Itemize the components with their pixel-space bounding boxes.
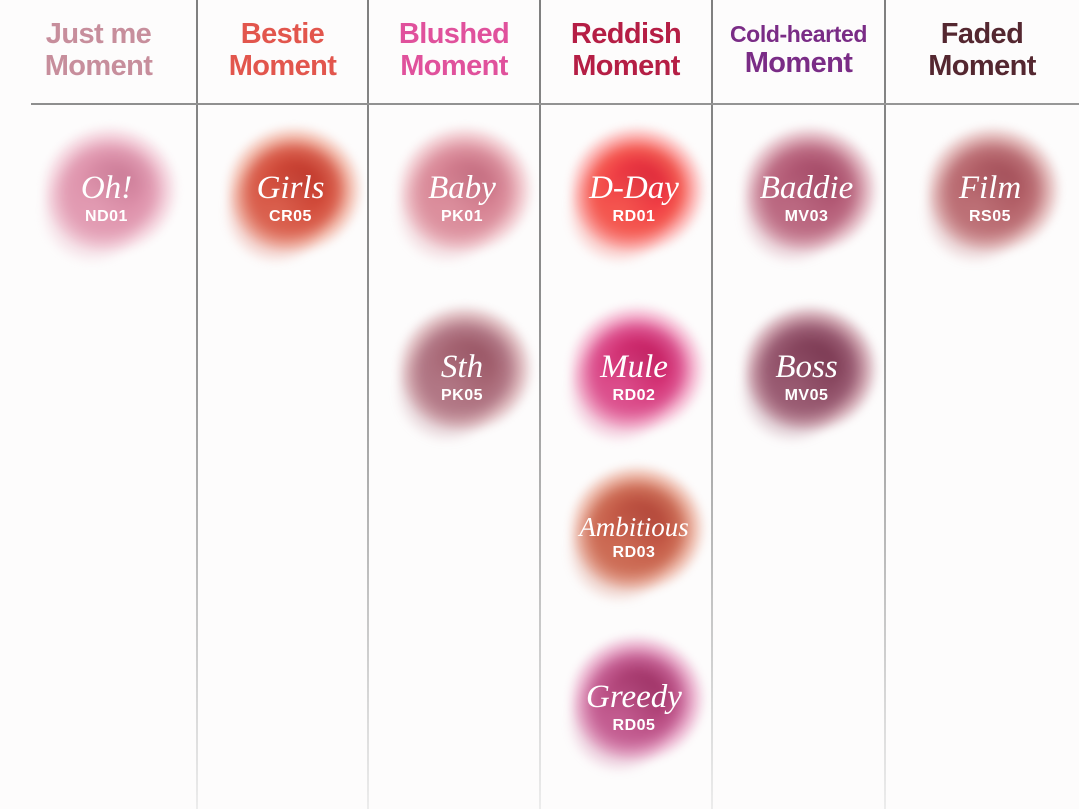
collection-column-reddish: Reddish Moment D-Day RD01 Mule RD02 Ambi… bbox=[540, 0, 713, 809]
shade-swatch-oh: Oh! ND01 bbox=[32, 122, 182, 272]
shade-label: Boss MV05 bbox=[732, 301, 882, 451]
shade-swatch-boss: Boss MV05 bbox=[732, 301, 882, 451]
swatch-stack: Film RS05 bbox=[885, 0, 1079, 809]
shade-code: RD05 bbox=[612, 717, 656, 734]
watercolor-blob bbox=[388, 302, 536, 450]
collection-column-blushed: Blushed Moment Baby PK01 Sth PK05 bbox=[368, 0, 541, 809]
shade-code: MV05 bbox=[784, 387, 829, 404]
shade-code: RD01 bbox=[612, 208, 656, 225]
watercolor-blob bbox=[560, 632, 708, 780]
collection-title-line2: Moment bbox=[572, 50, 680, 82]
swatch-stack: D-Day RD01 Mule RD02 Ambitious RD03 Gree… bbox=[540, 0, 712, 809]
shade-swatch-ambitious: Ambitious RD03 bbox=[559, 461, 709, 611]
watercolor-blob bbox=[560, 462, 708, 610]
swatch-stack: Oh! ND01 bbox=[0, 0, 197, 809]
collection-title-line1: Just me bbox=[45, 18, 152, 51]
shade-name: Boss bbox=[775, 349, 838, 385]
watercolor-blob bbox=[388, 123, 536, 271]
collection-title-line2: Moment bbox=[744, 46, 853, 79]
shade-code: RS05 bbox=[968, 208, 1012, 225]
shade-label: Mule RD02 bbox=[559, 301, 709, 451]
shade-swatch-mule: Mule RD02 bbox=[559, 301, 709, 451]
swatch-stack: Baddie MV03 Boss MV05 bbox=[712, 0, 885, 809]
collection-title-line1: Blushed bbox=[398, 18, 510, 51]
shade-name: Ambitious bbox=[579, 512, 689, 542]
swatch-stack: Girls CR05 bbox=[197, 0, 368, 809]
shade-name: Mule bbox=[600, 349, 668, 385]
collection-title: Faded Moment bbox=[885, 0, 1079, 102]
collection-title-line2: Moment bbox=[44, 50, 153, 82]
collection-title-line1: Cold-hearted bbox=[729, 21, 868, 48]
shade-label: D-Day RD01 bbox=[559, 122, 709, 272]
swatch-stack: Baby PK01 Sth PK05 bbox=[368, 0, 540, 809]
shade-code: RD03 bbox=[612, 544, 656, 561]
shade-label: Baby PK01 bbox=[387, 122, 537, 272]
watercolor-blob bbox=[216, 123, 365, 271]
shade-name: D-Day bbox=[589, 170, 679, 206]
shade-swatch-baby: Baby PK01 bbox=[387, 122, 537, 272]
shade-swatch-film: Film RS05 bbox=[915, 122, 1065, 272]
shade-name: Baby bbox=[428, 170, 496, 206]
shade-label: Oh! ND01 bbox=[32, 122, 182, 272]
shade-swatch-baddie: Baddie MV03 bbox=[732, 122, 882, 272]
collection-title-line1: Bestie bbox=[240, 18, 325, 51]
collection-title-line1: Reddish bbox=[570, 18, 682, 51]
watercolor-blob bbox=[732, 302, 881, 450]
shade-code: CR05 bbox=[269, 208, 312, 225]
collection-title: Just me Moment bbox=[0, 0, 197, 102]
collection-title: Reddish Moment bbox=[540, 0, 712, 102]
shade-code: RD02 bbox=[612, 387, 656, 404]
collection-title: Cold-hearted Moment bbox=[712, 0, 885, 102]
shade-code: PK01 bbox=[440, 208, 484, 225]
collection-column-bestie: Bestie Moment Girls CR05 bbox=[197, 0, 369, 809]
collection-title-line2: Moment bbox=[928, 50, 1036, 82]
shade-label: Greedy RD05 bbox=[559, 631, 709, 781]
shade-code: ND01 bbox=[85, 208, 128, 225]
watercolor-blob bbox=[732, 123, 881, 271]
collection-title: Bestie Moment bbox=[197, 0, 368, 102]
shade-label: Ambitious RD03 bbox=[559, 461, 709, 611]
collection-column-faded: Faded Moment Film RS05 bbox=[885, 0, 1079, 809]
shade-swatch-d-day: D-Day RD01 bbox=[559, 122, 709, 272]
shade-name: Greedy bbox=[586, 679, 682, 715]
shade-label: Film RS05 bbox=[915, 122, 1065, 272]
watercolor-blob bbox=[32, 123, 181, 271]
shade-name: Film bbox=[958, 170, 1022, 206]
collection-column-just-me: Just me Moment Oh! ND01 bbox=[0, 0, 198, 809]
shade-swatch-sth: Sth PK05 bbox=[387, 301, 537, 451]
collection-title-line2: Moment bbox=[400, 50, 508, 82]
collection-column-cold-hearted: Cold-hearted Moment Baddie MV03 Boss MV0… bbox=[712, 0, 886, 809]
shade-name: Girls bbox=[256, 170, 325, 206]
watercolor-blob bbox=[560, 123, 708, 271]
shade-name: Sth bbox=[440, 349, 484, 385]
shade-label: Girls CR05 bbox=[216, 122, 366, 272]
collection-title-line2: Moment bbox=[228, 50, 337, 82]
collection-title-line1: Faded bbox=[940, 18, 1024, 51]
shade-label: Baddie MV03 bbox=[732, 122, 882, 272]
shade-swatch-greedy: Greedy RD05 bbox=[559, 631, 709, 781]
shade-code: MV03 bbox=[784, 208, 829, 225]
shade-name: Baddie bbox=[759, 170, 854, 206]
shade-swatch-girls: Girls CR05 bbox=[216, 122, 366, 272]
watercolor-blob bbox=[916, 123, 1064, 271]
header-divider-line bbox=[31, 103, 1079, 105]
shade-name: Oh! bbox=[80, 170, 133, 206]
collection-title: Blushed Moment bbox=[368, 0, 540, 102]
watercolor-blob bbox=[560, 302, 708, 450]
shade-label: Sth PK05 bbox=[387, 301, 537, 451]
shade-code: PK05 bbox=[440, 387, 484, 404]
